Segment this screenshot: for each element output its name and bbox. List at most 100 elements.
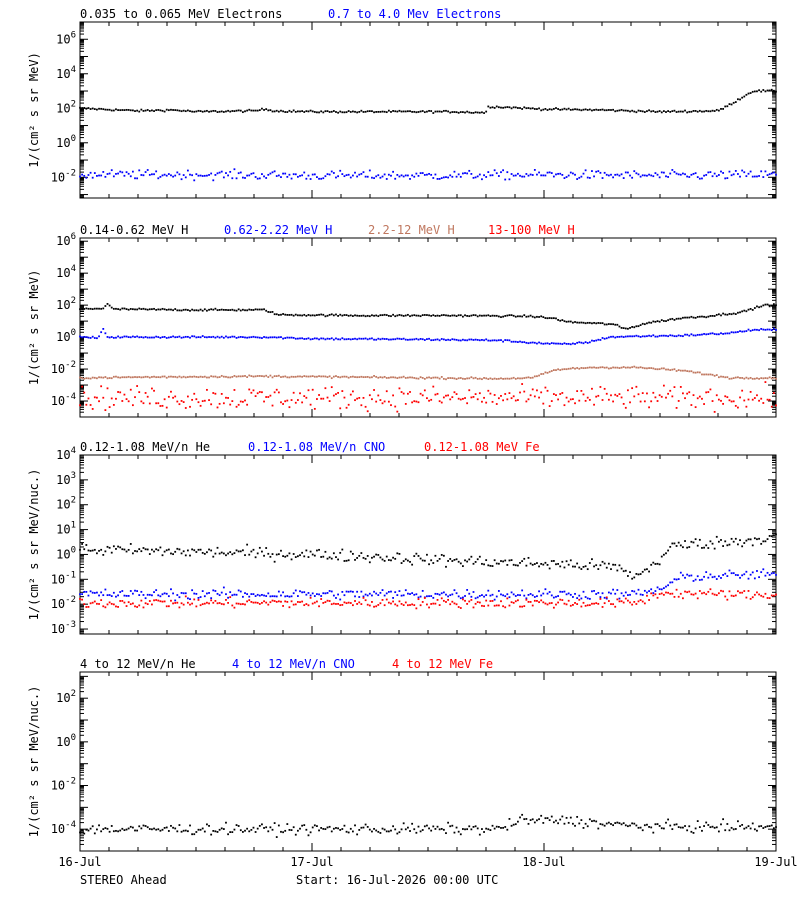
- data-point: [671, 395, 674, 398]
- data-point: [675, 588, 678, 591]
- data-point: [688, 574, 691, 577]
- data-point: [745, 310, 748, 313]
- data-point: [662, 553, 665, 556]
- series-2: [79, 168, 777, 182]
- data-point: [525, 315, 528, 318]
- data-point: [305, 337, 308, 340]
- data-point: [178, 548, 181, 551]
- data-point: [601, 560, 604, 563]
- data-point: [525, 400, 528, 403]
- data-point: [768, 305, 771, 308]
- plot-frame: [79, 671, 777, 852]
- data-point: [688, 316, 691, 319]
- data-point: [493, 169, 496, 172]
- data-point: [737, 543, 739, 546]
- data-point: [347, 831, 350, 834]
- data-point: [686, 829, 689, 832]
- data-point: [186, 395, 189, 398]
- data-point: [432, 112, 435, 114]
- data-point: [110, 551, 113, 554]
- data-point: [413, 400, 416, 403]
- data-point: [603, 171, 606, 174]
- data-point: [271, 110, 274, 113]
- data-point: [542, 174, 545, 177]
- data-point: [734, 574, 737, 576]
- data-point: [701, 373, 703, 376]
- data-point: [404, 403, 407, 405]
- data-point: [263, 827, 265, 829]
- data-point: [633, 365, 636, 368]
- data-point: [724, 376, 727, 379]
- data-point: [409, 338, 411, 341]
- data-point: [398, 387, 401, 390]
- data-point: [87, 107, 90, 109]
- data-point: [222, 586, 225, 589]
- data-point: [474, 597, 477, 600]
- data-point: [726, 544, 729, 547]
- data-point: [172, 175, 174, 178]
- data-point: [341, 111, 344, 114]
- data-point: [512, 376, 515, 379]
- data-point: [87, 594, 90, 597]
- data-point: [485, 594, 488, 597]
- data-point: [449, 558, 452, 560]
- data-point: [696, 575, 699, 578]
- data-point: [715, 826, 718, 829]
- data-point: [428, 109, 430, 112]
- data-point: [142, 402, 145, 405]
- data-point: [390, 590, 392, 593]
- data-point: [629, 326, 631, 329]
- data-point: [332, 338, 335, 341]
- data-point: [195, 592, 198, 595]
- data-point: [301, 600, 304, 603]
- data-point: [377, 554, 380, 556]
- data-point: [197, 109, 200, 112]
- data-point: [159, 308, 162, 311]
- data-point: [108, 594, 111, 596]
- data-point: [440, 338, 443, 340]
- data-point: [438, 400, 441, 403]
- data-point: [648, 406, 650, 409]
- data-point: [335, 603, 337, 605]
- data-point: [299, 601, 301, 604]
- data-point: [519, 377, 521, 380]
- data-point: [263, 400, 265, 403]
- data-point: [87, 174, 90, 176]
- data-point: [275, 836, 278, 838]
- data-point: [167, 375, 170, 378]
- data-point: [324, 110, 327, 113]
- data-point: [555, 819, 557, 822]
- data-point: [555, 563, 557, 566]
- data-point: [675, 578, 678, 581]
- y-tick-label: 102: [56, 689, 76, 705]
- data-point: [252, 335, 255, 338]
- data-point: [438, 178, 441, 180]
- data-point: [772, 594, 775, 597]
- data-point: [667, 584, 670, 587]
- data-point: [715, 108, 718, 111]
- data-point: [694, 316, 697, 319]
- data-point: [366, 594, 369, 597]
- data-point: [605, 566, 608, 569]
- data-point: [379, 376, 382, 379]
- data-point: [368, 592, 371, 595]
- data-point: [258, 336, 261, 339]
- data-point: [546, 371, 549, 374]
- data-point: [756, 394, 758, 397]
- data-point: [576, 390, 579, 393]
- data-point: [341, 173, 344, 175]
- data-point: [309, 403, 312, 406]
- data-point: [157, 828, 160, 831]
- data-point: [770, 535, 773, 538]
- data-point: [235, 375, 238, 378]
- data-point: [337, 391, 339, 394]
- data-point: [409, 593, 411, 595]
- data-point: [275, 109, 278, 112]
- data-point: [413, 604, 416, 607]
- data-point: [565, 108, 568, 111]
- data-point: [449, 174, 452, 177]
- data-point: [387, 173, 390, 176]
- data-point: [96, 108, 98, 111]
- data-point: [362, 171, 365, 174]
- data-point: [533, 375, 536, 378]
